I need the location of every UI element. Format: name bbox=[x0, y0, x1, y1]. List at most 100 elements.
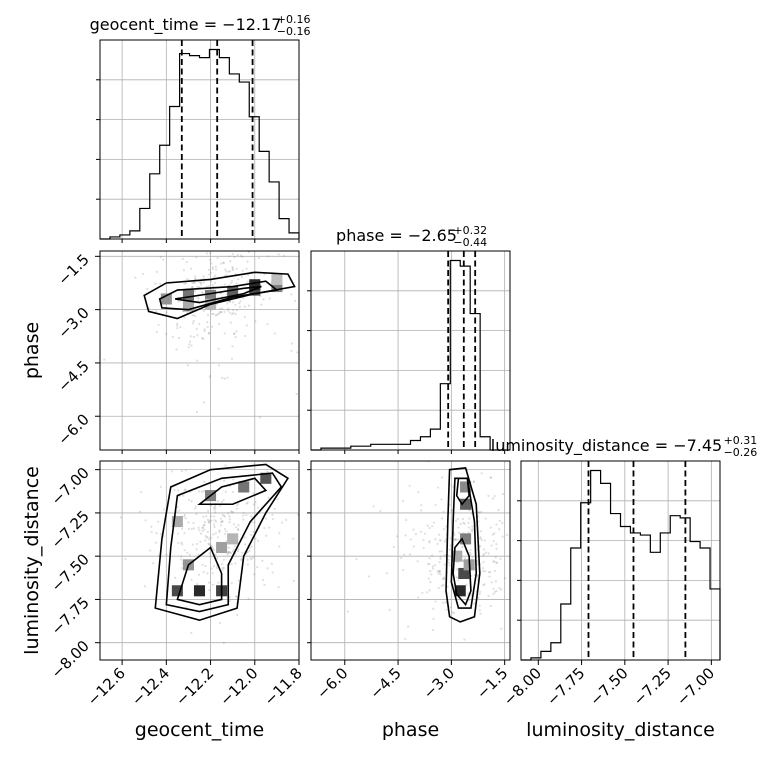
sample-point bbox=[499, 588, 503, 591]
sample-point bbox=[223, 533, 226, 536]
sample-point bbox=[181, 527, 184, 530]
sample-point bbox=[141, 272, 145, 275]
hist-panel-geocent_time: geocent_time = −12.17+0.16−0.16 bbox=[90, 13, 311, 240]
sample-point bbox=[266, 255, 269, 258]
sample-point bbox=[493, 494, 496, 498]
sample-point bbox=[190, 578, 193, 582]
sample-point bbox=[453, 538, 456, 541]
density-cell bbox=[238, 481, 250, 493]
sample-point bbox=[221, 520, 224, 523]
sample-point bbox=[482, 570, 485, 573]
sample-point bbox=[401, 500, 405, 503]
sample-point bbox=[126, 243, 128, 245]
sample-point bbox=[501, 493, 505, 496]
density-cell bbox=[454, 585, 466, 597]
sample-point bbox=[218, 311, 221, 314]
sample-point bbox=[206, 313, 210, 317]
sample-point bbox=[443, 563, 446, 566]
sample-point bbox=[495, 547, 498, 550]
sample-point bbox=[190, 344, 193, 347]
density-cell bbox=[227, 286, 239, 298]
sample-point bbox=[202, 281, 206, 284]
sample-point bbox=[178, 509, 181, 512]
sample-point bbox=[542, 464, 544, 466]
sample-point bbox=[240, 557, 243, 561]
sample-point bbox=[151, 562, 155, 565]
sample-point bbox=[239, 246, 241, 248]
y-tick-label: −1.5 bbox=[54, 250, 92, 288]
sample-point bbox=[201, 526, 205, 529]
sample-point bbox=[470, 528, 473, 531]
sample-point bbox=[487, 571, 491, 574]
sample-point bbox=[188, 553, 191, 556]
sample-point bbox=[201, 529, 204, 533]
sample-point bbox=[210, 515, 213, 518]
density-cell bbox=[460, 481, 472, 493]
sample-point bbox=[216, 536, 220, 539]
sample-point bbox=[184, 488, 187, 491]
sample-point bbox=[237, 579, 240, 582]
sample-point bbox=[187, 242, 189, 244]
sample-point bbox=[214, 314, 217, 317]
sample-point bbox=[234, 312, 237, 316]
sample-point bbox=[483, 583, 486, 586]
sample-point bbox=[226, 244, 228, 246]
sample-point bbox=[438, 561, 441, 564]
sample-point bbox=[452, 612, 456, 615]
sample-point bbox=[167, 232, 169, 234]
sample-point bbox=[479, 590, 482, 593]
sample-point bbox=[476, 563, 479, 566]
sample-point bbox=[449, 544, 452, 547]
sample-point bbox=[467, 531, 470, 534]
sample-point bbox=[191, 314, 195, 317]
sample-point bbox=[414, 532, 418, 536]
sample-point bbox=[189, 335, 192, 338]
sample-point bbox=[119, 516, 123, 519]
sample-point bbox=[479, 530, 482, 533]
sample-point bbox=[542, 572, 544, 574]
sample-point bbox=[207, 332, 210, 335]
sample-point bbox=[211, 267, 214, 271]
sample-point bbox=[221, 241, 223, 243]
sample-point bbox=[261, 559, 264, 562]
sample-point bbox=[457, 526, 460, 529]
sample-point bbox=[149, 549, 152, 552]
sample-point bbox=[226, 451, 228, 453]
sample-point bbox=[439, 539, 442, 542]
sample-point bbox=[246, 280, 249, 283]
sample-point bbox=[495, 523, 498, 526]
sample-point bbox=[482, 561, 485, 564]
sample-point bbox=[214, 532, 217, 535]
sample-point bbox=[408, 484, 411, 487]
sample-point bbox=[482, 554, 485, 557]
title-plus-geocent_time: +0.16 bbox=[277, 13, 311, 26]
sample-point bbox=[182, 494, 185, 497]
sample-point bbox=[203, 480, 206, 483]
sample-point bbox=[267, 496, 270, 499]
sample-point bbox=[480, 510, 483, 513]
x-tick-label: −11.8 bbox=[261, 664, 306, 709]
sample-point bbox=[217, 347, 220, 350]
sample-point bbox=[199, 540, 202, 543]
sample-point bbox=[209, 374, 212, 377]
sample-point bbox=[528, 521, 530, 523]
sample-point bbox=[441, 476, 444, 479]
density-cell bbox=[458, 567, 470, 580]
sample-point bbox=[231, 253, 234, 256]
sample-point bbox=[472, 480, 476, 483]
sample-point bbox=[436, 569, 439, 572]
y-tick-label: −6.0 bbox=[54, 410, 92, 448]
sample-point bbox=[232, 311, 235, 315]
density-cell bbox=[460, 533, 472, 545]
sample-point bbox=[242, 514, 245, 517]
y-axis-label-phase: phase bbox=[21, 322, 43, 379]
sample-point bbox=[157, 554, 160, 557]
sample-point bbox=[206, 518, 209, 521]
sample-point bbox=[198, 322, 201, 326]
sample-point bbox=[379, 509, 382, 513]
sample-point bbox=[237, 528, 240, 532]
sample-point bbox=[294, 299, 297, 303]
sample-point bbox=[237, 278, 240, 281]
title-phase: phase = −2.65 bbox=[336, 226, 457, 245]
sample-point bbox=[221, 376, 224, 380]
